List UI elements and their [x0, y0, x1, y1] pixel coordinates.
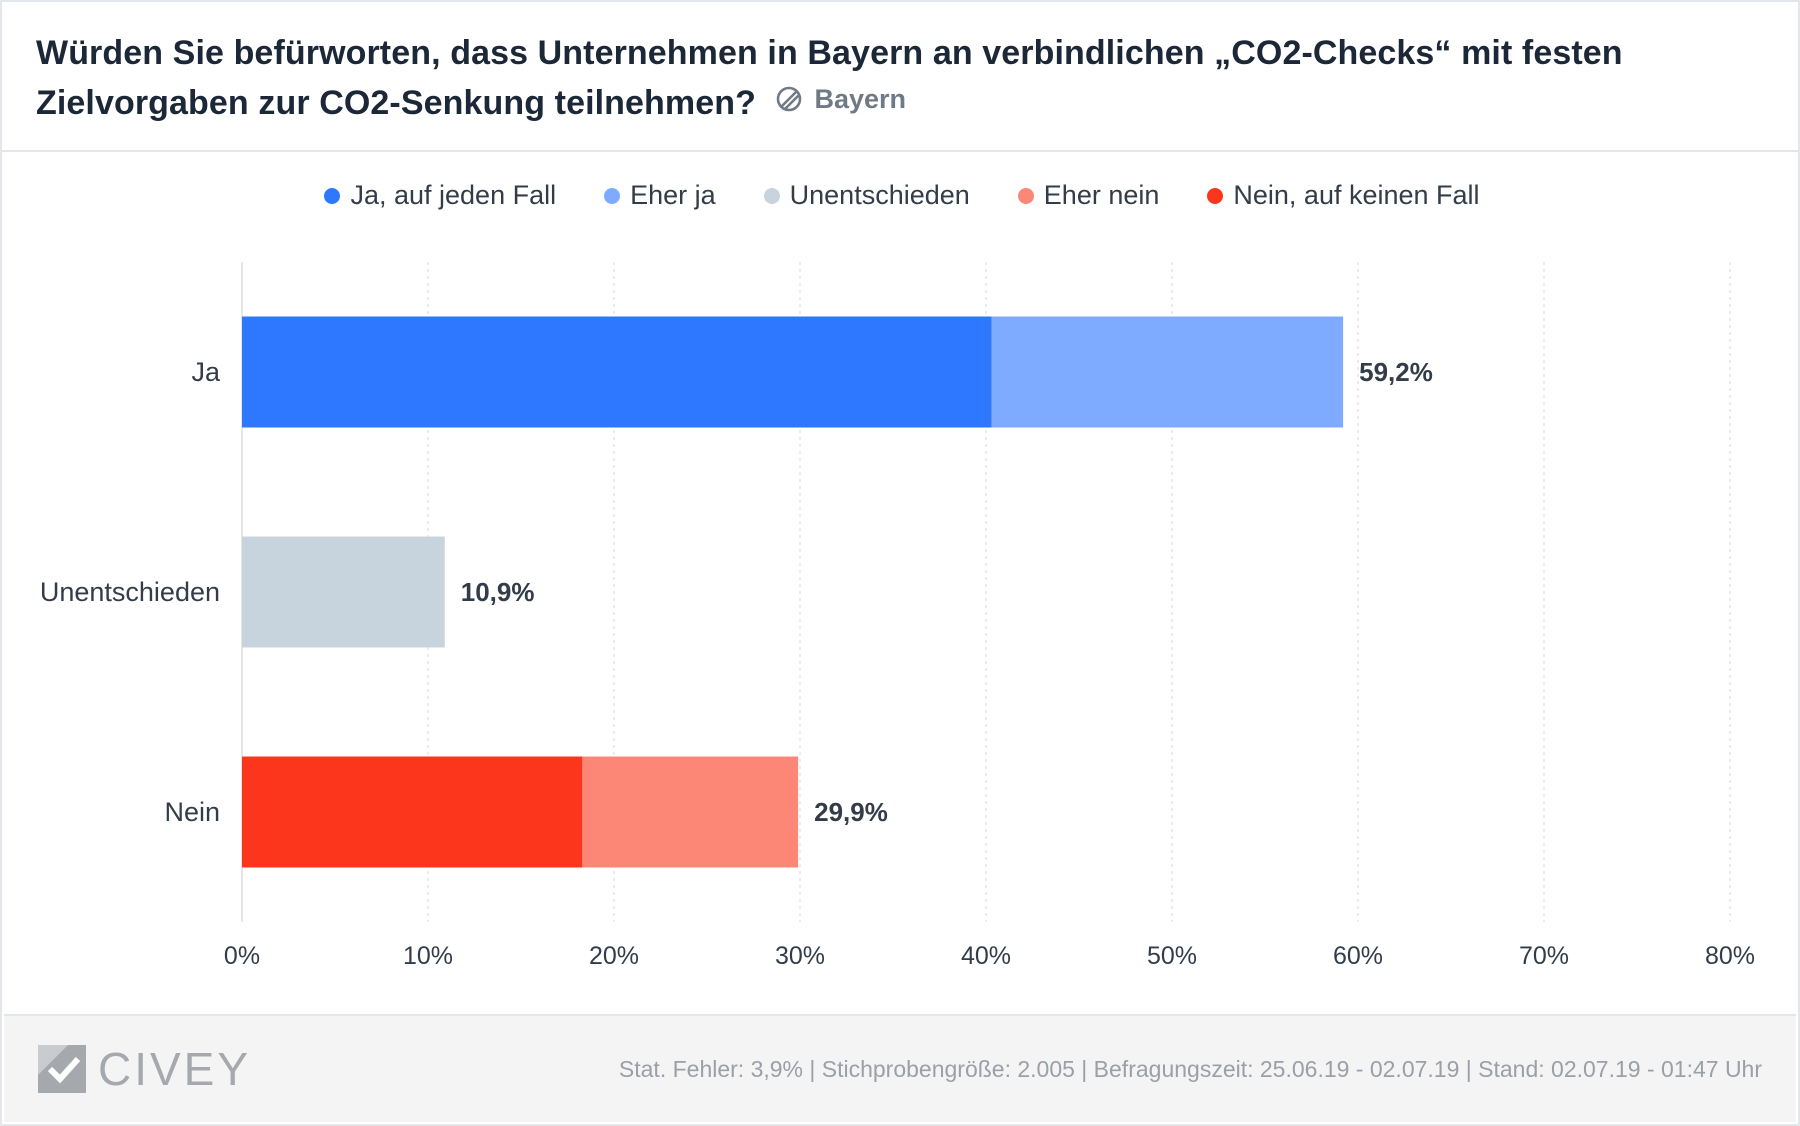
- bar-segment[interactable]: [242, 756, 583, 868]
- x-tick-label: 0%: [224, 942, 260, 970]
- data-label: 29,9%: [814, 797, 888, 827]
- legend-dot: [1207, 187, 1224, 204]
- region-tag: Bayern: [774, 84, 906, 115]
- survey-meta: Stat. Fehler: 3,9% | Stichprobengröße: 2…: [618, 1055, 1762, 1082]
- x-tick-label: 40%: [961, 942, 1011, 970]
- x-tick-label: 10%: [403, 942, 453, 970]
- bar-segment[interactable]: [242, 316, 992, 428]
- data-label: 10,9%: [461, 577, 535, 607]
- category-label: Nein: [164, 797, 220, 827]
- bar-segment[interactable]: [991, 316, 1344, 428]
- legend-label: Unentschieden: [789, 180, 970, 210]
- bar-segment[interactable]: [242, 536, 445, 648]
- legend-label: Eher nein: [1043, 180, 1160, 210]
- bar-segment[interactable]: [582, 756, 799, 868]
- region-label: Bayern: [814, 83, 906, 114]
- x-tick-label: 70%: [1519, 942, 1569, 970]
- legend-label: Ja, auf jeden Fall: [350, 180, 557, 210]
- legend-item[interactable]: Eher nein: [1017, 180, 1160, 211]
- category-label: Unentschieden: [40, 577, 220, 607]
- civey-logo-icon: [38, 1045, 86, 1093]
- legend-dot: [1017, 187, 1034, 204]
- logo-text: CIVEY: [98, 1043, 252, 1095]
- category-label: Ja: [191, 357, 221, 387]
- legend-dot: [324, 187, 341, 204]
- x-tick-label: 30%: [775, 942, 825, 970]
- x-tick-label: 20%: [589, 942, 639, 970]
- x-tick-label: 60%: [1333, 942, 1383, 970]
- bar-chart: 0% 10% 20% 30% 40% 50% 60% 70% 80% Ja 59,2% Unentsc…: [40, 262, 1755, 970]
- legend-dot: [763, 187, 780, 204]
- legend-item[interactable]: Nein, auf keinen Fall: [1207, 180, 1480, 211]
- legend-label: Eher ja: [630, 180, 716, 210]
- legend-label: Nein, auf keinen Fall: [1233, 180, 1480, 210]
- legend-item[interactable]: Ja, auf jeden Fall: [324, 180, 556, 211]
- footer: CIVEY Stat. Fehler: 3,9% | Stichprobengr…: [4, 1014, 1796, 1122]
- civey-logo: CIVEY: [38, 1042, 251, 1096]
- x-tick-label: 80%: [1705, 942, 1755, 970]
- data-label: 59,2%: [1359, 357, 1433, 387]
- legend-item[interactable]: Eher ja: [604, 180, 716, 211]
- header: Würden Sie befürworten, dass Unternehmen…: [2, 2, 1798, 152]
- legend-item[interactable]: Unentschieden: [763, 180, 970, 211]
- chart-title: Würden Sie befürworten, dass Unternehmen…: [36, 34, 1623, 122]
- legend: Ja, auf jeden Fall Eher ja Unentschieden…: [2, 180, 1800, 211]
- region-icon: [777, 86, 802, 112]
- legend-dot: [604, 187, 621, 204]
- x-tick-label: 50%: [1147, 942, 1197, 970]
